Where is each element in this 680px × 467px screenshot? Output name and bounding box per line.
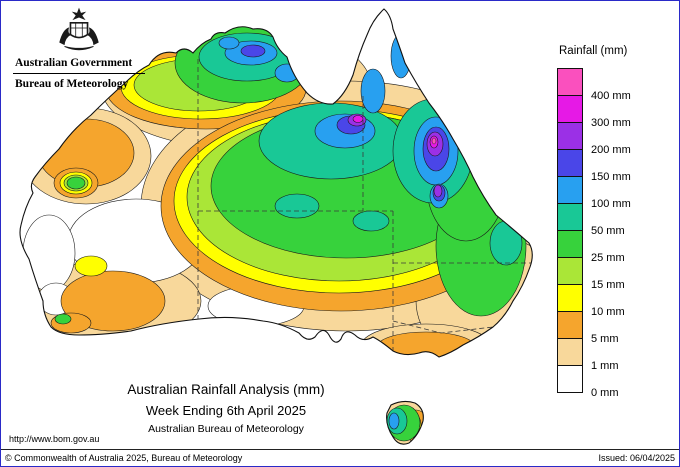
legend-row: 15 mm [557,257,627,291]
legend-label: 0 mm [591,387,619,399]
legend-row: 400 mm [557,68,631,102]
legend-label: 10 mm [591,306,625,318]
map-subtitle: Week Ending 6th April 2025 [145,403,307,418]
bom-url: http://www.bom.gov.au [9,434,100,444]
legend-swatch [557,203,583,231]
legend-swatch [557,95,583,123]
legend-row: 0 mm [557,365,627,399]
government-label: Australian Government [15,57,133,69]
legend-label: 200 mm [591,144,631,156]
state-borders [197,59,531,351]
bureau-label: Bureau of Meteorology [15,78,129,90]
legend-swatch [557,176,583,204]
coat-of-arms-icon [59,7,99,51]
legend-scale: 400 mm 300 mm 200 mm 150 mm 100 mm 50 mm 25 mm… [557,68,631,399]
legend-label: 1 mm [591,360,619,372]
rainfall-legend: Rainfall (mm) 400 mm 300 mm 200 mm 150 mm 10… [557,45,631,399]
legend-swatch [557,284,583,312]
legend-swatch [557,122,583,150]
australia-rainfall-map [19,8,533,445]
header-divider [13,73,145,74]
legend-swatch [557,257,583,285]
legend-swatch [557,230,583,258]
legend-label: 50 mm [591,225,625,237]
legend-label: 5 mm [591,333,619,345]
footer-bar: © Commonwealth of Australia 2025, Bureau… [1,449,679,466]
legend-row: 25 mm [557,230,627,264]
copyright-text: © Commonwealth of Australia 2025, Bureau… [5,453,243,463]
map-title-block: Australian Rainfall Analysis (mm) Week E… [81,382,371,435]
legend-label: 15 mm [591,279,625,291]
legend-label: 400 mm [591,90,631,102]
legend-row: 50 mm [557,203,627,237]
legend-row: 100 mm [557,176,631,210]
legend-row: 10 mm [557,284,627,318]
legend-swatch [557,68,583,96]
legend-row: 150 mm [557,149,631,183]
legend-row: 5 mm [557,311,627,345]
legend-swatch [557,311,583,339]
rain-contours-400mm [431,137,437,145]
legend-row: 1 mm [557,338,627,372]
legend-label: 300 mm [591,117,631,129]
legend-swatch [557,149,583,177]
coastline [19,8,533,445]
map-attribution: Australian Bureau of Meteorology [148,423,304,435]
legend-swatch [557,338,583,366]
legend-label: 150 mm [591,171,631,183]
legend-row: 300 mm [557,95,631,129]
legend-label: 100 mm [591,198,631,210]
map-title: Australian Rainfall Analysis (mm) [127,382,325,397]
legend-label: 25 mm [591,252,625,264]
legend-swatch [557,365,583,393]
government-header: Australian Government Bureau of Meteorol… [13,7,145,90]
legend-title: Rainfall (mm) [559,45,628,57]
legend-row: 200 mm [557,122,631,156]
issued-text: Issued: 06/04/2025 [598,453,675,463]
